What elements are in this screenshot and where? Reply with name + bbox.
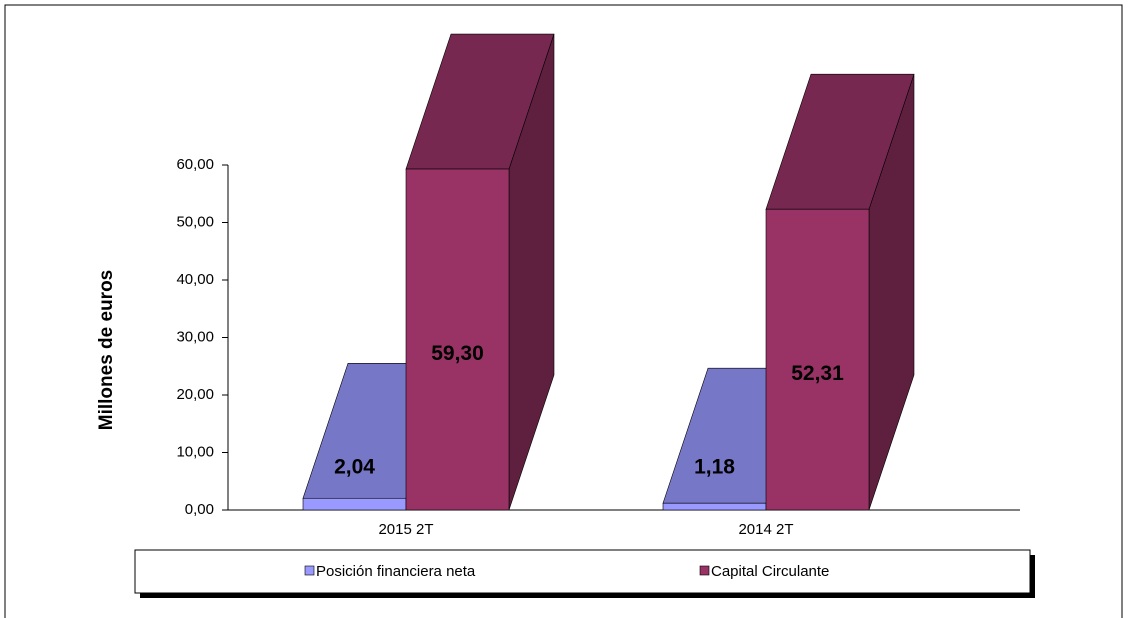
legend-label: Posición financiera neta <box>316 563 476 580</box>
data-label: 1,18 <box>694 456 735 479</box>
legend-swatch <box>304 565 315 576</box>
y-tick-label: 30,00 <box>176 328 214 345</box>
y-tick-label: 20,00 <box>176 386 214 403</box>
y-tick-label: 40,00 <box>176 271 214 288</box>
y-tick-label: 0,00 <box>185 501 214 518</box>
y-tick-label: 10,00 <box>176 443 214 460</box>
data-label: 59,30 <box>431 342 484 365</box>
bar <box>765 208 870 511</box>
bar <box>662 502 767 511</box>
frame <box>4 4 1123 618</box>
legend-label: Capital Circulante <box>711 563 829 580</box>
y-tick-label: 60,00 <box>176 156 214 173</box>
x-tick-label: 2014 2T <box>738 521 793 538</box>
data-label: 2,04 <box>334 456 375 479</box>
y-tick-label: 50,00 <box>176 213 214 230</box>
legend-box <box>134 549 1031 594</box>
data-label: 52,31 <box>791 362 844 385</box>
x-tick-label: 2015 2T <box>378 521 433 538</box>
y-axis-label: Millones de euros <box>96 270 117 430</box>
bar <box>302 497 407 511</box>
legend-swatch <box>699 565 710 576</box>
bar <box>405 168 510 511</box>
